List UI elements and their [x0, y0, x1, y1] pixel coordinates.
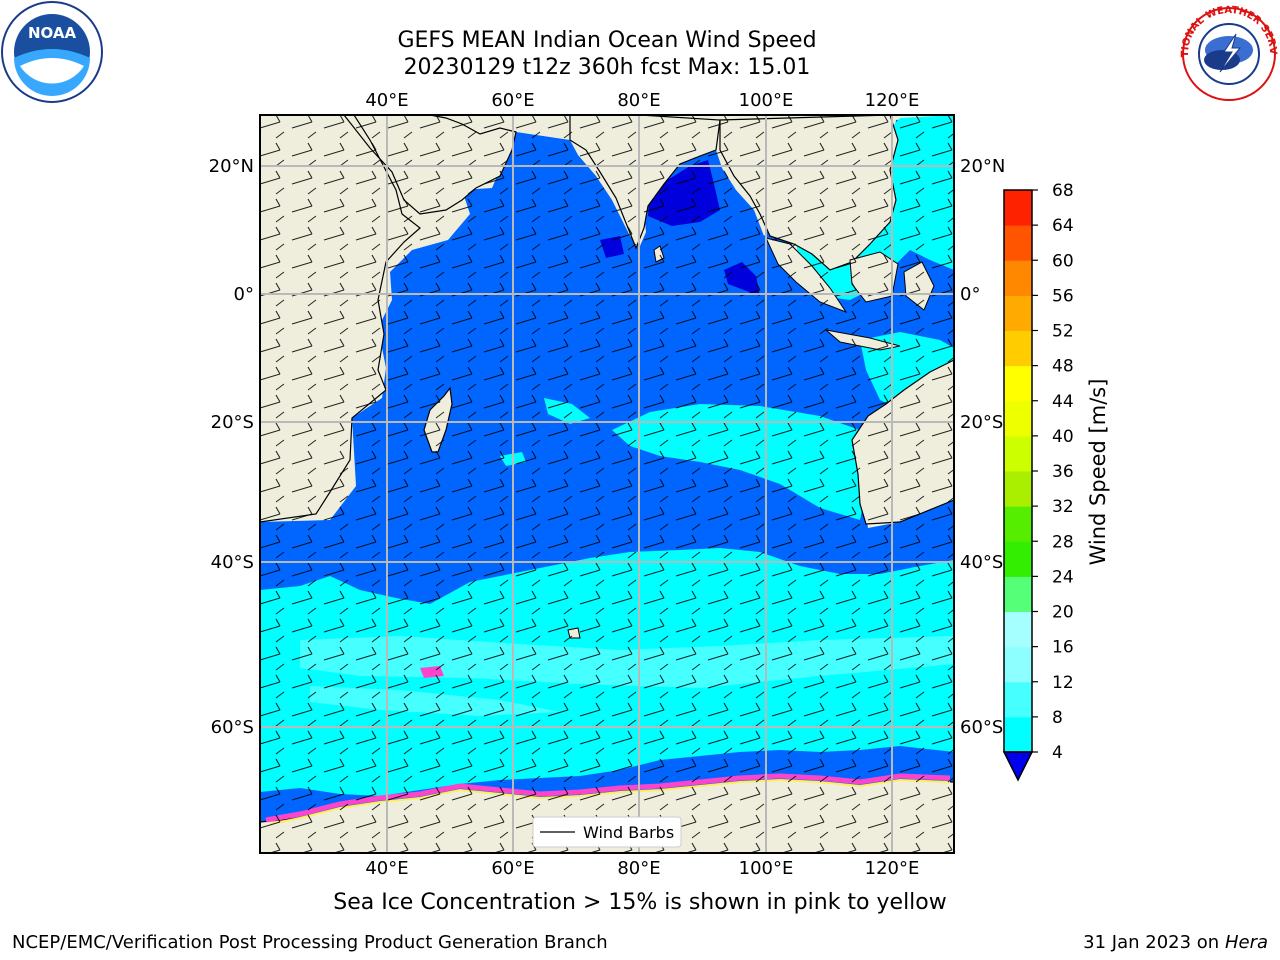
colorbar-bin — [1004, 400, 1032, 437]
lat-label-right: 20°S — [960, 412, 1003, 433]
colorbar-bin — [1004, 506, 1032, 542]
legend-label: Wind Barbs — [583, 823, 674, 842]
colorbar-tick-label: 52 — [1052, 322, 1074, 342]
colorbar-bin — [1004, 576, 1032, 612]
colorbar-bin — [1004, 716, 1032, 753]
nws-logo: NATIONAL WEATHER SERVICE — [1178, 0, 1278, 101]
lon-label-bottom: 60°E — [491, 858, 534, 879]
footer-date-text: 31 Jan 2023 on — [1083, 932, 1225, 953]
colorbar-bin — [1004, 365, 1032, 402]
plot-title: GEFS MEAN Indian Ocean Wind Speed — [397, 28, 817, 53]
colorbar-bin — [1004, 295, 1032, 331]
colorbar-bin — [1004, 646, 1032, 683]
colorbar-tick-label: 32 — [1052, 497, 1074, 517]
lon-label-top: 100°E — [739, 90, 794, 111]
colorbar-under-arrow — [1002, 751, 1034, 782]
colorbar-bin — [1004, 225, 1032, 261]
lat-label-right: 60°S — [960, 717, 1003, 738]
lat-label-right: 40°S — [960, 552, 1003, 573]
colorbar-label: Wind Speed [m/s] — [1086, 379, 1110, 566]
map-frame — [259, 114, 955, 854]
plot-subtitle: 20230129 t12z 360h fcst Max: 15.01 — [403, 55, 811, 80]
lon-label-bottom: 40°E — [365, 858, 408, 879]
colorbar-bin — [1004, 435, 1032, 472]
lon-label-top: 40°E — [365, 90, 408, 111]
map-panel: Wind Barbs — [260, 115, 954, 853]
lon-label-top: 120°E — [865, 90, 920, 111]
wind-barbs-overlay — [260, 115, 954, 853]
lat-label-left: 0° — [234, 284, 254, 305]
colorbar-tick-label: 60 — [1052, 251, 1074, 271]
lat-label-right: 0° — [960, 284, 980, 305]
colorbar-tick-label: 40 — [1052, 427, 1074, 447]
footer-host: Hera — [1224, 932, 1268, 953]
footer-date: 31 Jan 2023 on Hera — [1083, 932, 1268, 953]
colorbar-tick-label: 64 — [1052, 216, 1074, 236]
colorbar-bin — [1004, 541, 1032, 577]
lat-label-left: 20°S — [211, 412, 254, 433]
sea-ice-caption: Sea Ice Concentration > 15% is shown in … — [333, 890, 947, 915]
colorbar-tick-label: 16 — [1052, 638, 1074, 658]
colorbar-tick-label: 8 — [1052, 708, 1063, 728]
lon-label-top: 60°E — [491, 90, 534, 111]
lon-label-bottom: 80°E — [617, 858, 660, 879]
legend-box: Wind Barbs — [532, 816, 682, 848]
lat-label-right: 20°N — [960, 156, 1005, 177]
lat-label-left: 20°N — [209, 156, 254, 177]
lon-label-bottom: 100°E — [739, 858, 794, 879]
colorbar-bin — [1004, 681, 1032, 718]
colorbar-tick-label: 20 — [1052, 603, 1074, 623]
noaa-logo: NOAA — [1, 1, 103, 103]
colorbar-tick-label: 44 — [1052, 392, 1074, 412]
colorbar-tick-label: 4 — [1052, 743, 1063, 763]
colorbar-tick-label: 48 — [1052, 357, 1074, 377]
colorbar-tick-label: 36 — [1052, 462, 1074, 482]
colorbar-bin — [1004, 330, 1032, 367]
colorbar-bin — [1004, 611, 1032, 648]
footer-branch: NCEP/EMC/Verification Post Processing Pr… — [12, 932, 608, 953]
lat-label-left: 60°S — [211, 717, 254, 738]
colorbar-bin — [1004, 471, 1032, 507]
colorbar-bin — [1004, 190, 1032, 226]
colorbar-tick-label: 24 — [1052, 567, 1074, 587]
lat-label-left: 40°S — [211, 552, 254, 573]
noaa-logo-text: NOAA — [28, 24, 77, 42]
colorbar-bin — [1004, 260, 1032, 296]
colorbar-tick-label: 28 — [1052, 532, 1074, 552]
lon-label-bottom: 120°E — [865, 858, 920, 879]
colorbar-tick-label: 68 — [1052, 181, 1074, 201]
colorbar-tick-label: 56 — [1052, 286, 1074, 306]
graticule — [260, 115, 954, 853]
lon-label-top: 80°E — [617, 90, 660, 111]
colorbar-tick-label: 12 — [1052, 673, 1074, 693]
